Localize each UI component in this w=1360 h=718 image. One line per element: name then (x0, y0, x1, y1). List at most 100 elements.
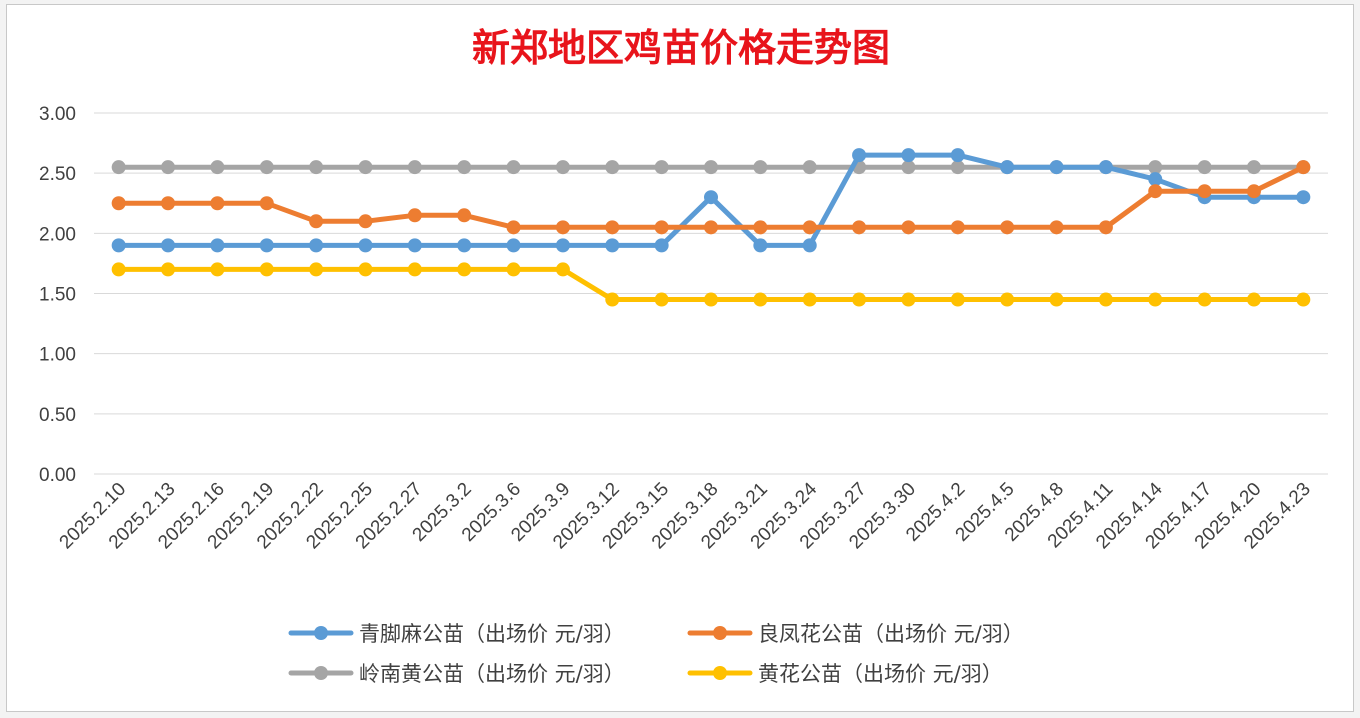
y-tick-label: 0.00 (39, 465, 76, 486)
y-tick-label: 1.50 (39, 285, 76, 306)
data-point (555, 220, 570, 235)
data-point (358, 214, 373, 229)
data-point (1000, 292, 1015, 307)
legend-item: 青脚麻公苗（出场价 元/羽） (288, 622, 625, 646)
data-point (210, 196, 225, 211)
data-point (309, 160, 324, 175)
data-point (753, 220, 768, 235)
y-tick-label: 0.50 (39, 405, 76, 426)
data-point (161, 238, 176, 253)
legend-swatch-marker (713, 626, 727, 640)
data-point (1246, 184, 1261, 199)
data-point (950, 220, 965, 235)
data-point (802, 220, 817, 235)
data-point (802, 238, 817, 253)
data-point (1000, 160, 1015, 175)
data-point (555, 238, 570, 253)
data-point (457, 262, 472, 277)
data-point (358, 160, 373, 175)
data-point (901, 220, 916, 235)
series-lines (111, 148, 1311, 307)
data-point (950, 160, 965, 175)
data-point (704, 292, 718, 307)
data-point (407, 238, 422, 253)
data-point (1148, 184, 1163, 199)
data-point (358, 238, 373, 253)
legend-swatch-marker (713, 666, 727, 680)
legend-swatch-marker (314, 626, 328, 640)
data-point (161, 262, 176, 277)
data-point (457, 160, 472, 175)
data-point (802, 160, 817, 175)
data-point (802, 292, 817, 307)
data-point (506, 160, 521, 175)
data-point (605, 160, 620, 175)
data-point (1098, 220, 1113, 235)
data-point (506, 238, 521, 253)
data-point (259, 196, 274, 211)
data-point (753, 238, 768, 253)
legend-label: 良凤花公苗（出场价 元/羽） (758, 622, 1024, 646)
data-point (654, 238, 669, 253)
data-point (1148, 292, 1163, 307)
chart-title: 新郑地区鸡苗价格走势图 (472, 25, 890, 70)
data-point (901, 292, 916, 307)
data-point (605, 292, 620, 307)
legend-label: 青脚麻公苗（出场价 元/羽） (359, 622, 625, 646)
data-point (704, 190, 718, 205)
data-point (1098, 292, 1113, 307)
data-point (259, 262, 274, 277)
data-point (1197, 160, 1212, 175)
legend-item: 黄花公苗（出场价 元/羽） (687, 662, 1003, 686)
legend-swatch-marker (314, 666, 328, 680)
data-point (1049, 292, 1064, 307)
data-point (1148, 160, 1163, 175)
legend-item: 岭南黄公苗（出场价 元/羽） (288, 662, 625, 686)
data-point (901, 160, 916, 175)
data-point (1098, 160, 1113, 175)
data-point (111, 238, 126, 253)
data-point (1000, 220, 1015, 235)
data-point (704, 160, 718, 175)
data-point (753, 160, 768, 175)
data-point (1049, 220, 1064, 235)
data-point (407, 262, 422, 277)
data-point (1296, 190, 1311, 205)
legend-item: 良凤花公苗（出场价 元/羽） (687, 622, 1024, 646)
y-axis-ticks: 0.00 0.50 1.00 1.50 2.00 2.50 3.00 (39, 104, 76, 486)
data-point (654, 160, 669, 175)
data-point (555, 160, 570, 175)
data-point (852, 148, 867, 163)
data-point (407, 160, 422, 175)
data-point (1197, 292, 1212, 307)
data-point (1296, 292, 1311, 307)
legend: 青脚麻公苗（出场价 元/羽） 良凤花公苗（出场价 元/羽） 岭南黄公苗（出场价 元/… (288, 622, 1024, 686)
data-point (1246, 292, 1261, 307)
data-point (506, 220, 521, 235)
data-point (210, 238, 225, 253)
data-point (654, 220, 669, 235)
data-point (1148, 172, 1163, 187)
data-point (309, 238, 324, 253)
data-point (358, 262, 373, 277)
data-point (753, 292, 768, 307)
line-chart: 新郑地区鸡苗价格走势图 0.00 0.50 1.00 1.50 2.00 2.50 3.00… (39, 25, 1328, 686)
data-point (161, 160, 176, 175)
data-point (259, 160, 274, 175)
data-point (210, 160, 225, 175)
legend-label: 黄花公苗（出场价 元/羽） (758, 662, 1003, 686)
data-point (1049, 160, 1064, 175)
data-point (654, 292, 669, 307)
data-point (259, 238, 274, 253)
data-point (1246, 160, 1261, 175)
data-point (407, 208, 422, 223)
data-point (605, 238, 620, 253)
data-point (309, 214, 324, 229)
data-point (210, 262, 225, 277)
y-tick-label: 2.50 (39, 164, 76, 185)
chart-area[interactable]: 新郑地区鸡苗价格走势图 0.00 0.50 1.00 1.50 2.00 2.50 3.00… (6, 4, 1354, 712)
data-point (1296, 160, 1311, 175)
data-point (852, 292, 867, 307)
data-point (111, 196, 126, 211)
